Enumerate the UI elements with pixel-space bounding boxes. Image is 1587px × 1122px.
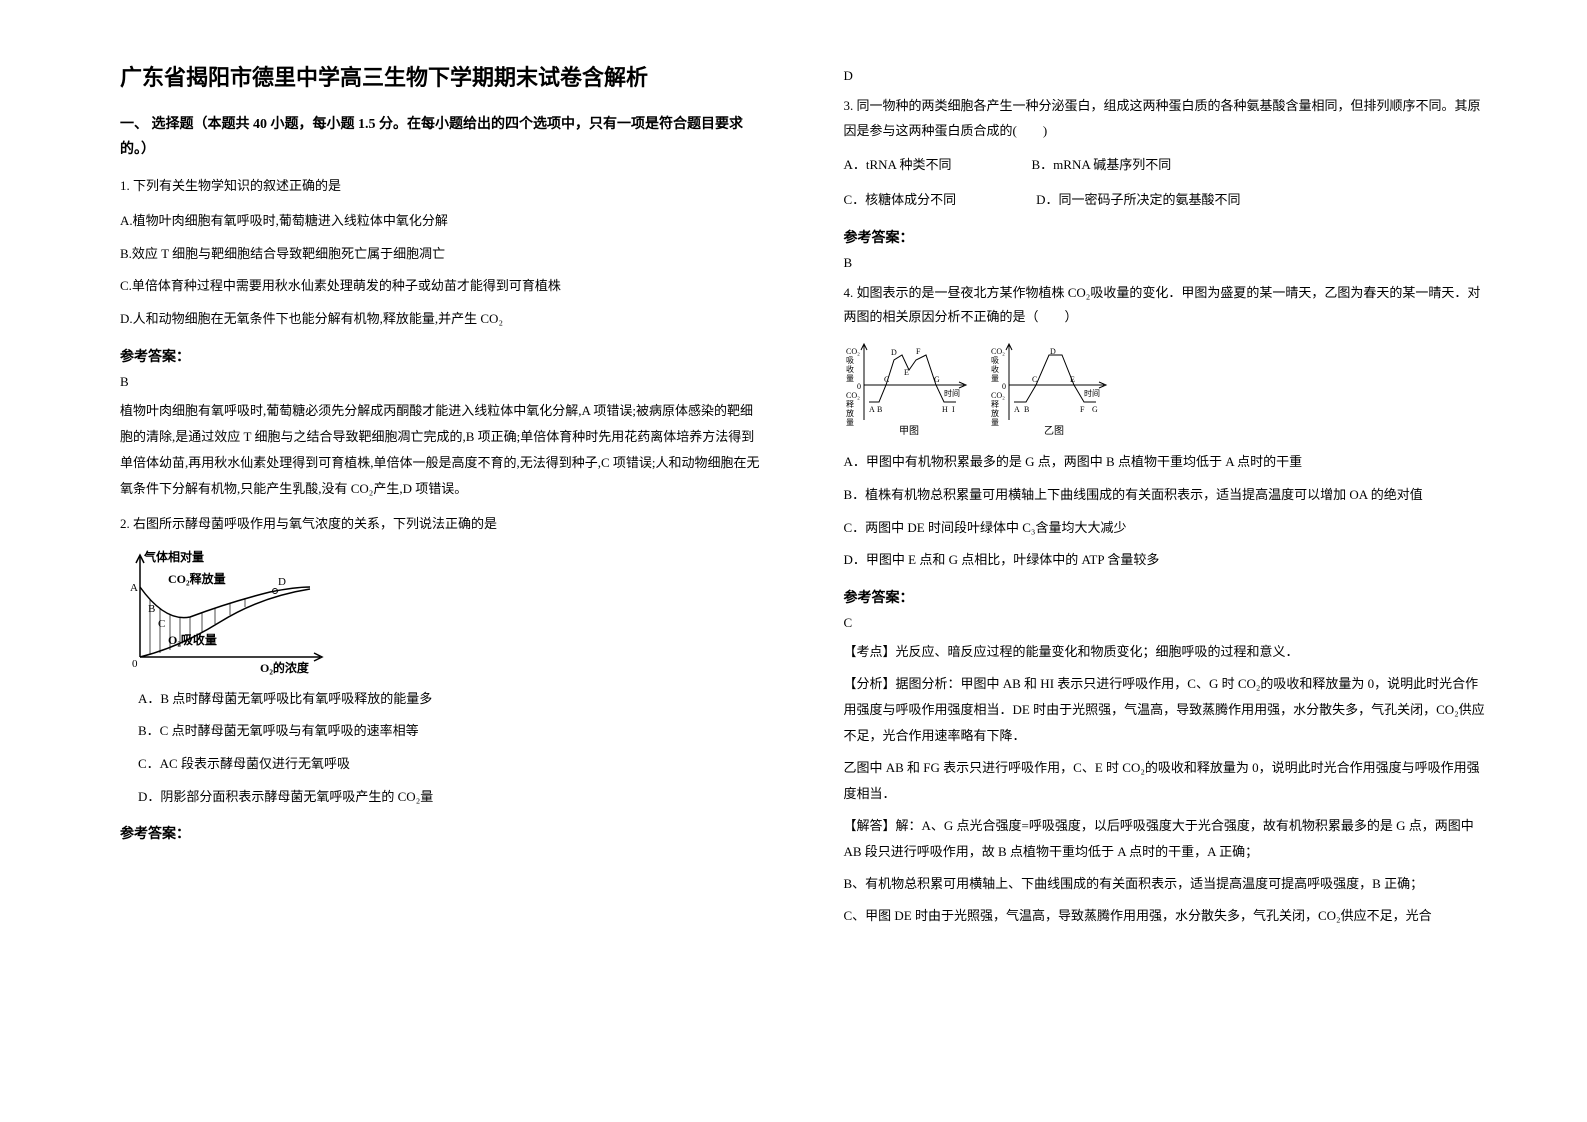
q2-curve1-label: CO₂释放量 bbox=[168, 571, 226, 586]
q2-origin: 0 bbox=[132, 658, 138, 670]
q4-p1-ylabel-top: CO₂ bbox=[846, 347, 860, 356]
q4-analysis-label: 【考点】光反应、暗反应过程的能量变化和物质变化；细胞呼吸的过程和意义． bbox=[844, 639, 1488, 665]
svg-text:时间: 时间 bbox=[1084, 388, 1100, 398]
q2-answer-label: 参考答案： bbox=[120, 823, 764, 843]
svg-text:C: C bbox=[884, 375, 889, 384]
q4-answer-label: 参考答案： bbox=[844, 587, 1488, 607]
q1-answer: B bbox=[120, 374, 764, 390]
q3-option-c: C．核糖体成分不同 bbox=[844, 188, 957, 213]
svg-text:D: D bbox=[891, 348, 897, 357]
svg-text:E: E bbox=[1070, 375, 1075, 384]
svg-text:时间: 时间 bbox=[944, 388, 960, 398]
svg-text:F: F bbox=[916, 347, 921, 356]
q4-panel2-label: 乙图 bbox=[1044, 425, 1064, 437]
svg-text:放: 放 bbox=[991, 408, 999, 418]
svg-text:收: 收 bbox=[991, 364, 999, 374]
q4-fenxi2: 乙图中 AB 和 FG 表示只进行呼吸作用，C、E 时 CO₂的吸收和释放量为 … bbox=[844, 755, 1488, 807]
q4-jieda-c: C、甲图 DE 时由于光照强，气温高，导致蒸腾作用用强，水分散失多，气孔关闭，C… bbox=[844, 903, 1488, 929]
svg-text:放: 放 bbox=[846, 408, 854, 418]
q4-option-b: B．植株有机物总积累量可用横轴上下曲线围成的有关面积表示，适当提高温度可以增加 … bbox=[844, 483, 1488, 508]
svg-text:H: H bbox=[942, 405, 948, 414]
q2-option-a: A．B 点时酵母菌无氧呼吸比有氧呼吸释放的能量多 bbox=[120, 687, 764, 712]
q2-option-b: B．C 点时酵母菌无氧呼吸与有氧呼吸的速率相等 bbox=[120, 719, 764, 744]
svg-text:0: 0 bbox=[857, 382, 861, 391]
svg-text:I: I bbox=[952, 405, 955, 414]
q3-answer: B bbox=[844, 255, 1488, 271]
svg-text:E: E bbox=[904, 368, 909, 377]
q3-answer-label: 参考答案： bbox=[844, 227, 1488, 247]
svg-text:量: 量 bbox=[991, 418, 999, 427]
document-title: 广东省揭阳市德里中学高三生物下学期期末试卷含解析 bbox=[120, 60, 764, 92]
section-heading: 一、 选择题（本题共 40 小题，每小题 1.5 分。在每小题给出的四个选项中，… bbox=[120, 112, 764, 162]
q2-y-label: 气体相对量 bbox=[143, 549, 204, 564]
svg-text:C: C bbox=[1032, 375, 1037, 384]
q2-option-d: D．阴影部分面积表示酵母菌无氧呼吸产生的 CO₂量 bbox=[120, 785, 764, 810]
svg-text:A: A bbox=[1014, 405, 1020, 414]
svg-text:量: 量 bbox=[991, 374, 999, 383]
svg-text:量: 量 bbox=[846, 374, 854, 383]
q4-stem: 4. 如图表示的是一昼夜北方某作物植株 CO₂吸收量的变化．甲图为盛夏的某一晴天… bbox=[844, 281, 1488, 330]
q4-jieda: 【解答】解：A、G 点光合强度=呼吸强度，以后呼吸强度大于光合强度，故有机物积累… bbox=[844, 813, 1488, 865]
q2-figure: D 气体相对量 CO₂释放量 O₂吸收量 O₂的浓度 A B C 0 bbox=[120, 547, 764, 677]
svg-text:B: B bbox=[877, 405, 882, 414]
q4-option-a: A．甲图中有机物积累最多的是 G 点，两图中 B 点植物干重均低于 A 点时的干… bbox=[844, 450, 1488, 475]
svg-text:CO₂: CO₂ bbox=[991, 391, 1005, 400]
svg-text:CO₂: CO₂ bbox=[846, 391, 860, 400]
q2-point-b: B bbox=[148, 603, 155, 615]
q3-options-row2: C．核糖体成分不同 D．同一密码子所决定的氨基酸不同 bbox=[844, 188, 1488, 213]
svg-text:G: G bbox=[1092, 405, 1098, 414]
q2-x-label: O₂的浓度 bbox=[260, 660, 310, 675]
svg-text:释: 释 bbox=[846, 400, 854, 409]
q4-option-c: C．两图中 DE 时间段叶绿体中 C₃含量均大大减少 bbox=[844, 516, 1488, 541]
svg-text:F: F bbox=[1080, 405, 1085, 414]
q2-curve2-label: O₂吸收量 bbox=[168, 632, 217, 647]
svg-text:D: D bbox=[1050, 347, 1056, 356]
right-column: D 3. 同一物种的两类细胞各产生一种分泌蛋白，组成这两种蛋白质的各种氨基酸含量… bbox=[804, 60, 1508, 1082]
svg-text:G: G bbox=[934, 375, 940, 384]
svg-text:吸: 吸 bbox=[846, 356, 854, 365]
q3-options-row1: A．tRNA 种类不同 B．mRNA 碱基序列不同 bbox=[844, 153, 1488, 178]
q1-option-b: B.效应 T 细胞与靶细胞结合导致靶细胞死亡属于细胞凋亡 bbox=[120, 242, 764, 267]
q2-option-c: C．AC 段表示酵母菌仅进行无氧呼吸 bbox=[120, 752, 764, 777]
q1-answer-label: 参考答案： bbox=[120, 346, 764, 366]
q2-answer: D bbox=[844, 68, 1488, 84]
svg-text:收: 收 bbox=[846, 364, 854, 374]
svg-text:CO₂: CO₂ bbox=[991, 347, 1005, 356]
q2-stem: 2. 右图所示酵母菌呼吸作用与氧气浓度的关系，下列说法正确的是 bbox=[120, 512, 764, 537]
q4-fenxi: 【分析】据图分析：甲图中 AB 和 HI 表示只进行呼吸作用，C、G 时 CO₂… bbox=[844, 671, 1488, 749]
q2-chart-svg: D 气体相对量 CO₂释放量 O₂吸收量 O₂的浓度 A B C 0 bbox=[120, 547, 340, 677]
q4-answer: C bbox=[844, 615, 1488, 631]
q4-figure: CO₂ 吸 收 量 0 CO₂ 释 放 量 A B C D E F G H I … bbox=[844, 340, 1488, 440]
svg-text:量: 量 bbox=[846, 418, 854, 427]
q3-option-b: B．mRNA 碱基序列不同 bbox=[1031, 153, 1171, 178]
q2-point-a: A bbox=[130, 582, 138, 594]
svg-text:吸: 吸 bbox=[991, 356, 999, 365]
svg-text:A: A bbox=[869, 405, 875, 414]
q1-explanation: 植物叶肉细胞有氧呼吸时,葡萄糖必须先分解成丙酮酸才能进入线粒体中氧化分解,A 项… bbox=[120, 398, 764, 502]
svg-text:0: 0 bbox=[1002, 382, 1006, 391]
q4-chart-svg: CO₂ 吸 收 量 0 CO₂ 释 放 量 A B C D E F G H I … bbox=[844, 340, 1124, 440]
q4-option-d: D．甲图中 E 点和 G 点相比，叶绿体中的 ATP 含量较多 bbox=[844, 548, 1488, 573]
q2-point-c: C bbox=[158, 618, 165, 630]
q1-stem: 1. 下列有关生物学知识的叙述正确的是 bbox=[120, 174, 764, 199]
left-column: 广东省揭阳市德里中学高三生物下学期期末试卷含解析 一、 选择题（本题共 40 小… bbox=[100, 60, 804, 1082]
q1-option-c: C.单倍体育种过程中需要用秋水仙素处理萌发的种子或幼苗才能得到可育植株 bbox=[120, 274, 764, 299]
q4-panel1-label: 甲图 bbox=[899, 425, 919, 437]
q1-option-a: A.植物叶肉细胞有氧呼吸时,葡萄糖进入线粒体中氧化分解 bbox=[120, 209, 764, 234]
q2-point-d: D bbox=[278, 576, 286, 588]
svg-text:B: B bbox=[1024, 405, 1029, 414]
q3-option-a: A．tRNA 种类不同 bbox=[844, 153, 952, 178]
q1-option-d: D.人和动物细胞在无氧条件下也能分解有机物,释放能量,并产生 CO₂ bbox=[120, 307, 764, 332]
q3-option-d: D．同一密码子所决定的氨基酸不同 bbox=[1036, 188, 1240, 213]
svg-text:释: 释 bbox=[991, 400, 999, 409]
q4-jieda-b: B、有机物总积累可用横轴上、下曲线围成的有关面积表示，适当提高温度可提高呼吸强度… bbox=[844, 871, 1488, 897]
q3-stem: 3. 同一物种的两类细胞各产生一种分泌蛋白，组成这两种蛋白质的各种氨基酸含量相同… bbox=[844, 94, 1488, 143]
